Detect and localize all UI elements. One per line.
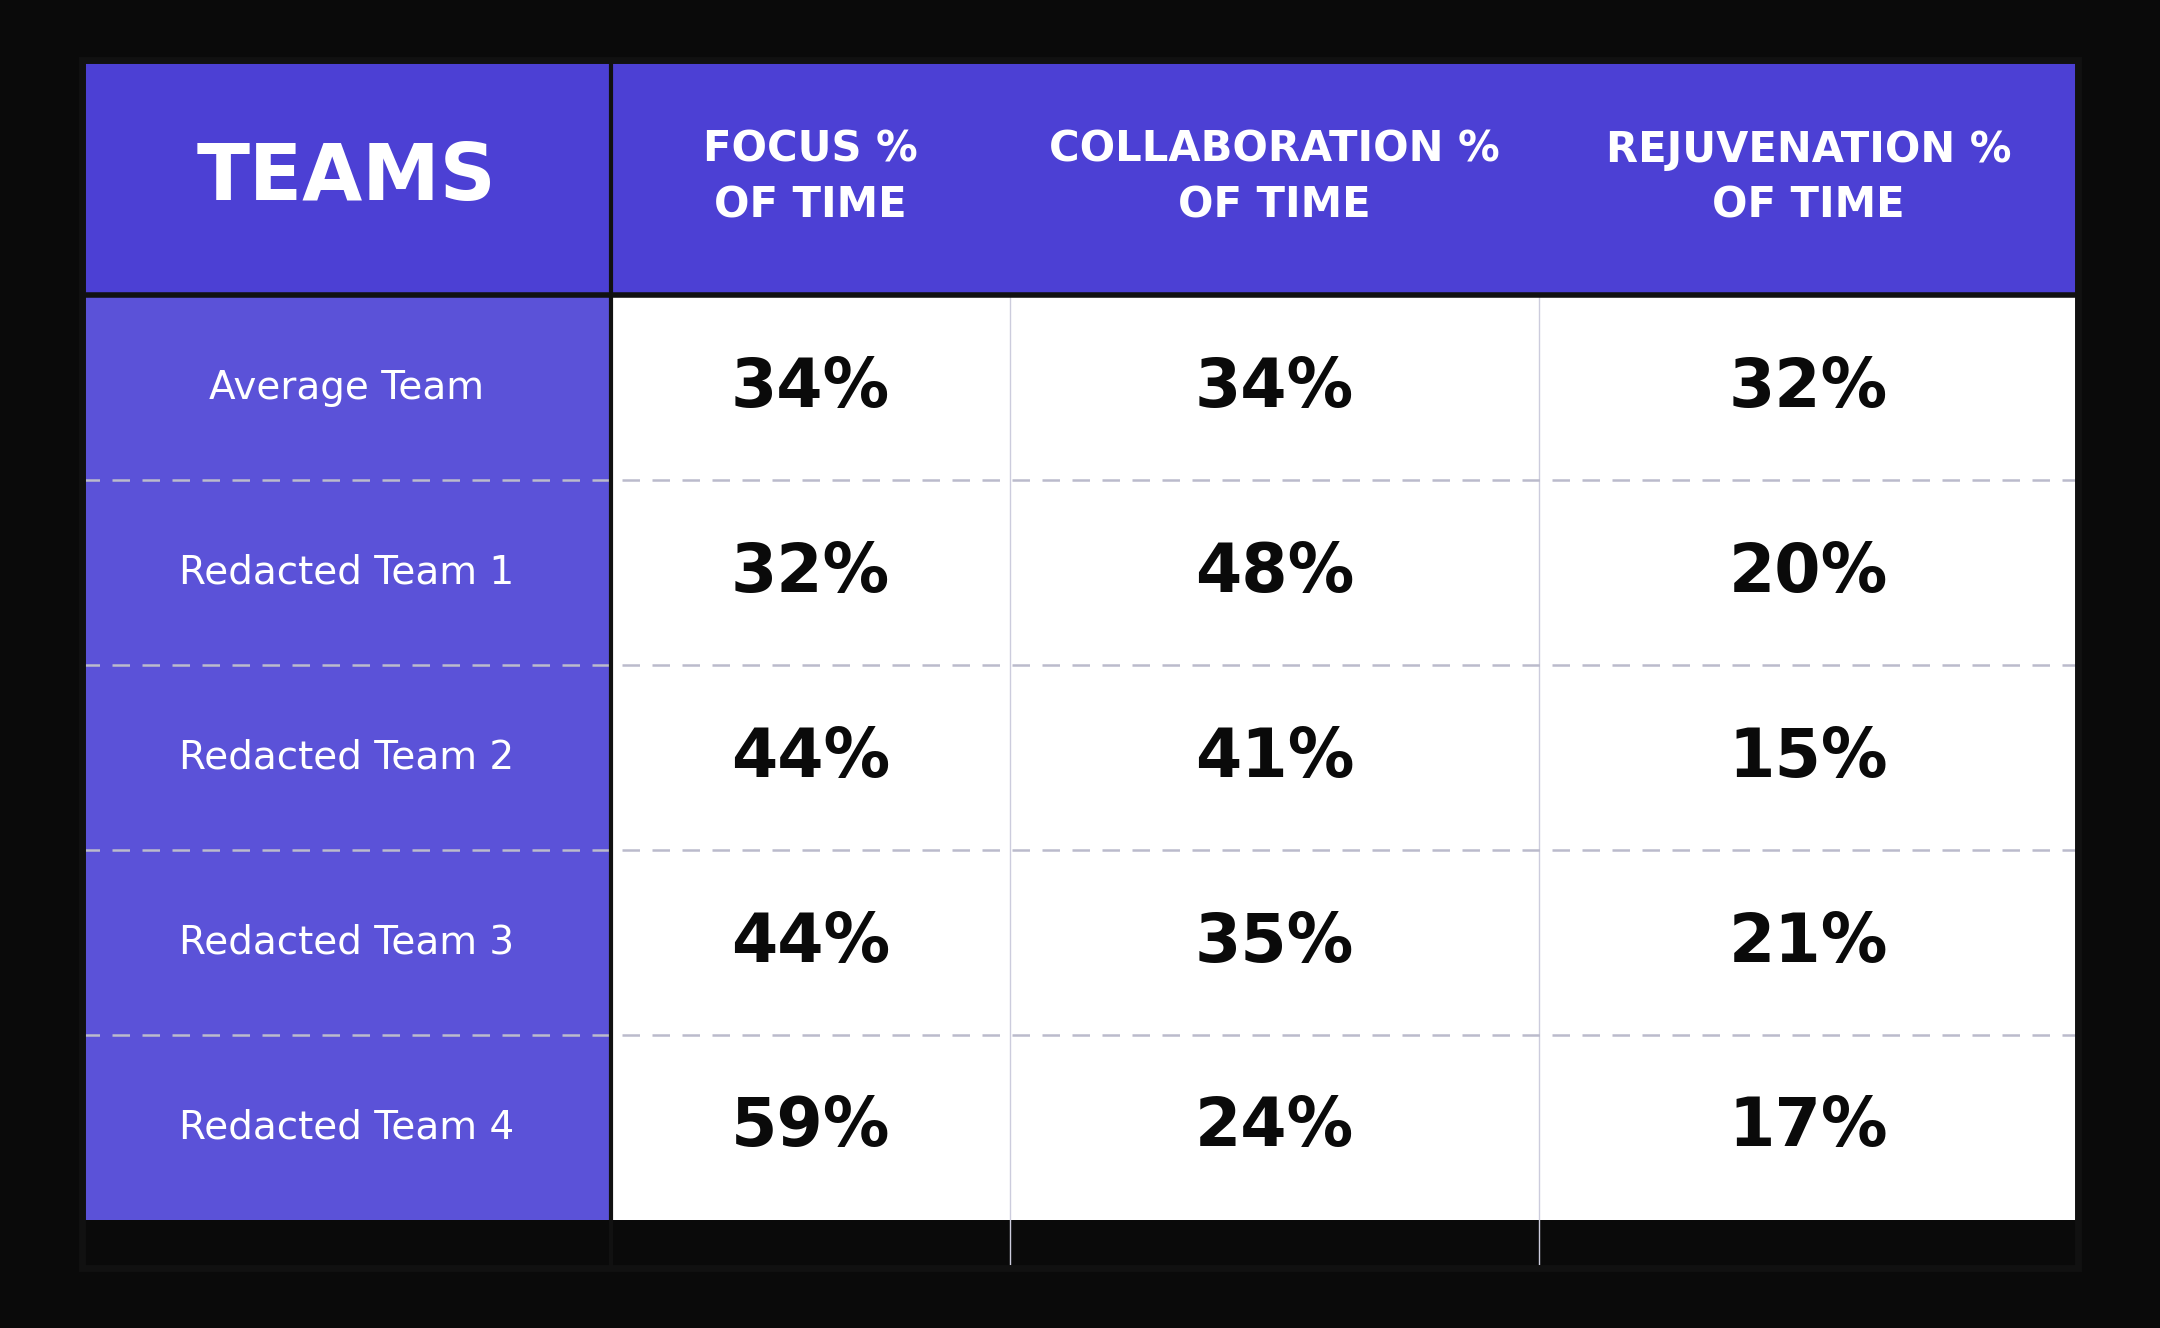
Text: 44%: 44% bbox=[730, 725, 890, 790]
Bar bbox=[611, 481, 2078, 665]
Bar bbox=[82, 295, 611, 481]
Bar bbox=[611, 295, 2078, 481]
Bar bbox=[82, 481, 611, 665]
Text: TEAMS: TEAMS bbox=[197, 139, 497, 215]
Text: Redacted Team 3: Redacted Team 3 bbox=[179, 923, 514, 961]
Text: REJUVENATION %
OF TIME: REJUVENATION % OF TIME bbox=[1605, 129, 2011, 226]
Bar bbox=[611, 850, 2078, 1035]
Text: 21%: 21% bbox=[1728, 910, 1888, 976]
Text: Redacted Team 2: Redacted Team 2 bbox=[179, 738, 514, 777]
Text: 24%: 24% bbox=[1194, 1094, 1354, 1161]
Bar bbox=[82, 665, 611, 850]
Bar bbox=[82, 60, 2078, 295]
Text: 41%: 41% bbox=[1194, 725, 1354, 790]
Text: 15%: 15% bbox=[1728, 725, 1888, 790]
Text: COLLABORATION %
OF TIME: COLLABORATION % OF TIME bbox=[1050, 129, 1499, 226]
Text: Redacted Team 1: Redacted Team 1 bbox=[179, 554, 514, 592]
Text: 44%: 44% bbox=[730, 910, 890, 976]
Text: Average Team: Average Team bbox=[210, 369, 484, 406]
Text: 34%: 34% bbox=[1194, 355, 1354, 421]
Bar bbox=[82, 850, 611, 1035]
Bar bbox=[611, 665, 2078, 850]
Text: 59%: 59% bbox=[730, 1094, 890, 1161]
Text: Redacted Team 4: Redacted Team 4 bbox=[179, 1109, 514, 1146]
Bar bbox=[611, 1035, 2078, 1220]
Text: 32%: 32% bbox=[730, 539, 890, 606]
Text: 35%: 35% bbox=[1194, 910, 1354, 976]
Text: 32%: 32% bbox=[1728, 355, 1888, 421]
Text: FOCUS %
OF TIME: FOCUS % OF TIME bbox=[704, 129, 918, 226]
Text: 34%: 34% bbox=[730, 355, 890, 421]
Text: 17%: 17% bbox=[1728, 1094, 1888, 1161]
Text: 48%: 48% bbox=[1194, 539, 1354, 606]
Bar bbox=[82, 1035, 611, 1220]
Text: 20%: 20% bbox=[1728, 539, 1888, 606]
